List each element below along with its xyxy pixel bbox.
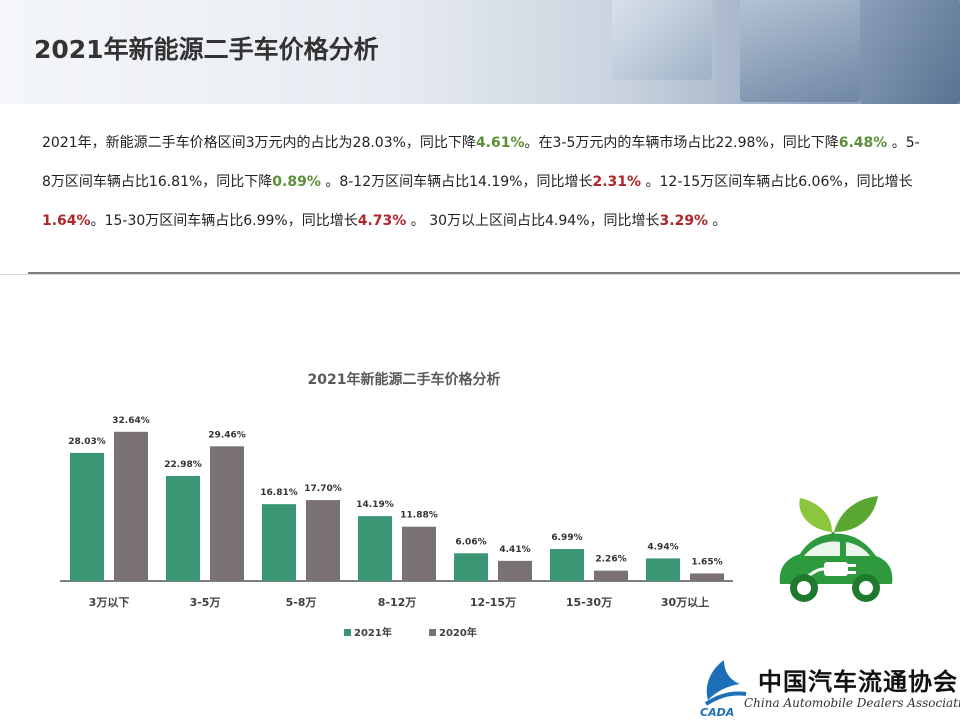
logo-name: 中国汽车流通协会 [758, 667, 958, 696]
bar-2020 [210, 446, 244, 581]
decor-cube [612, 0, 712, 80]
bar-2021 [166, 475, 200, 581]
bar-2021 [358, 516, 392, 581]
bar-2021 [454, 553, 488, 581]
data-label: 11.88% [400, 511, 438, 521]
description-text: 。 [708, 213, 727, 229]
highlight-value: 2.31% [592, 174, 642, 190]
x-tick-label: 30万以上 [661, 595, 709, 609]
bar-2020 [402, 526, 436, 581]
x-tick-label: 15-30万 [566, 596, 612, 609]
logo-english: China Automobile Dealers Association [744, 696, 960, 710]
legend-label: 2021年 [354, 626, 392, 639]
description-paragraph: 2021年，新能源二手车价格区间3万元内的占比为28.03%，同比下降4.61%… [42, 124, 922, 241]
data-label: 14.19% [356, 500, 394, 510]
highlight-value: 3.29% [659, 213, 709, 229]
description-text: 。12-15万区间车辆占比6.06%，同比增长 [641, 174, 913, 190]
bar-2021 [262, 504, 296, 581]
data-label: 4.94% [647, 542, 678, 552]
data-label: 6.99% [551, 533, 582, 543]
highlight-value: 6.48% [838, 135, 888, 151]
description-text: 2021年，新能源二手车价格区间3万元内的占比为28.03%，同比下降 [42, 135, 476, 151]
description-text: 。8-12万区间车辆占比14.19%，同比增长 [320, 174, 593, 190]
legend-swatch [344, 629, 351, 636]
description-text: 。15-30万区间车辆占比6.99%，同比增长 [90, 213, 358, 229]
data-label: 1.65% [691, 557, 722, 567]
bar-2021 [550, 549, 584, 581]
logo-abbr: CADA [700, 706, 734, 719]
cada-logo: CADA 中国汽车流通协会 China Automobile Dealers A… [696, 656, 960, 720]
bar-2020 [498, 560, 532, 581]
divider [28, 272, 960, 274]
description-text: 。 30万以上区间占比4.94%，同比增长 [406, 213, 660, 229]
decor-cube [860, 0, 960, 104]
bar-2021 [70, 452, 104, 581]
page-title: 2021年新能源二手车价格分析 [34, 35, 379, 64]
data-label: 17.70% [304, 484, 342, 494]
x-tick-label: 12-15万 [470, 596, 516, 609]
bar-2021 [646, 558, 680, 581]
data-label: 28.03% [68, 437, 106, 447]
bar-2020 [690, 573, 724, 581]
data-label: 6.06% [455, 537, 486, 547]
data-label: 32.64% [112, 416, 150, 426]
bar-2020 [114, 431, 148, 581]
description-text: 。在3-5万元内的车辆市场占比22.98%，同比下降 [524, 135, 839, 151]
data-label: 2.26% [595, 555, 626, 565]
decor-cube [740, 0, 860, 102]
highlight-value: 0.89% [272, 174, 321, 190]
x-tick-label: 5-8万 [286, 596, 317, 609]
bar-2020 [594, 570, 628, 581]
chart-title: 2021年新能源二手车价格分析 [308, 371, 501, 388]
eco-car-icon [770, 492, 898, 610]
highlight-value: 1.64% [42, 213, 91, 229]
highlight-value: 4.61% [475, 135, 525, 151]
bar-2020 [306, 500, 340, 581]
description-text: 。5-8万区间车辆占比16.81%，同比下降 [42, 135, 920, 190]
x-tick-label: 8-12万 [378, 596, 417, 609]
data-label: 29.46% [208, 430, 246, 440]
legend-label: 2020年 [439, 626, 477, 639]
legend-swatch [429, 629, 436, 636]
x-tick-label: 3万以下 [89, 596, 130, 609]
highlight-value: 4.73% [357, 213, 407, 229]
data-label: 4.41% [499, 545, 530, 555]
data-label: 16.81% [260, 488, 298, 498]
divider [0, 274, 960, 275]
data-label: 22.98% [164, 460, 202, 470]
x-tick-label: 3-5万 [190, 596, 221, 609]
header-banner [0, 0, 960, 104]
cada-emblem-icon: CADA [700, 660, 747, 719]
